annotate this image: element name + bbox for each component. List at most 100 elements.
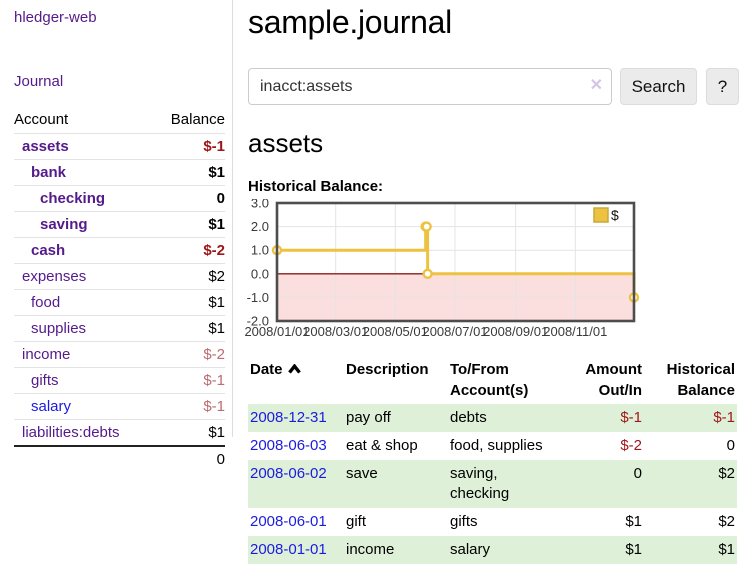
transaction-balance: $-1 — [713, 409, 735, 426]
app-title-link[interactable]: hledger-web — [14, 9, 97, 26]
account-name-cell: income — [14, 341, 154, 368]
account-link[interactable]: assets — [22, 138, 69, 155]
transaction-balance: $1 — [718, 541, 735, 558]
search-box: ✕ — [248, 68, 612, 105]
transaction-date-link[interactable]: 2008-01-01 — [250, 541, 327, 558]
account-link[interactable]: bank — [31, 164, 67, 181]
account-link[interactable]: cash — [31, 242, 66, 259]
chart-x-tick-label: 2008/07/01 — [422, 324, 487, 339]
account-link[interactable]: salary — [31, 398, 72, 415]
transaction-date-cell: 2008-06-02 — [248, 460, 344, 508]
account-name-cell: supplies — [14, 315, 154, 342]
accounts-table-header-row: Account Balance — [14, 108, 225, 134]
accounts-header-account: Account — [14, 111, 69, 128]
account-name-cell: salary — [14, 393, 154, 420]
transaction-amount: $-1 — [620, 409, 642, 426]
transaction-description: gift — [346, 513, 367, 530]
chart-data-point — [421, 221, 432, 232]
account-link[interactable]: supplies — [31, 320, 87, 337]
chart-y-tick-label: 1.0 — [251, 243, 269, 258]
help-button[interactable]: ? — [706, 68, 739, 105]
transaction-balance: $2 — [718, 465, 735, 482]
account-row: assets $-1 — [14, 133, 225, 160]
transaction-description: pay off — [346, 409, 391, 426]
account-name-cell: gifts — [14, 367, 154, 394]
account-name-cell: expenses — [14, 263, 154, 290]
sort-ascending-icon — [287, 359, 301, 380]
transaction-row: 2008-01-01 income salary $1 $1 — [248, 536, 737, 564]
account-name-cell: food — [14, 289, 154, 316]
account-balance: $2 — [153, 263, 225, 290]
account-name-cell: bank — [14, 159, 154, 186]
account-name-cell: checking — [14, 185, 154, 212]
chart-x-tick-label: 2008/03/01 — [303, 324, 368, 339]
account-row: cash $-2 — [14, 237, 225, 264]
transaction-accounts: gifts — [450, 513, 478, 530]
main-content: sample.journal ✕ Search ? assets Histori… — [244, 0, 742, 564]
chart-x-tick-label: 2008/05/01 — [363, 324, 428, 339]
chart-y-tick-label: 3.0 — [251, 199, 269, 211]
accounts-header-balance: Balance — [170, 111, 225, 128]
account-name-cell: liabilities:debts — [14, 419, 154, 446]
transaction-date-link[interactable]: 2008-12-31 — [250, 409, 327, 426]
account-balance: $-2 — [153, 237, 225, 264]
account-row: supplies $1 — [14, 315, 225, 342]
transaction-row: 2008-06-02 save saving, checking 0 $2 — [248, 460, 737, 508]
account-name-cell: saving — [14, 211, 154, 238]
account-link[interactable]: gifts — [31, 372, 59, 389]
account-heading: assets — [248, 128, 324, 158]
chart-legend-swatch — [593, 207, 609, 223]
sidebar-item-journal[interactable]: Journal — [14, 73, 64, 90]
transaction-amount: $1 — [625, 541, 642, 558]
chart-title: Historical Balance: — [248, 178, 384, 195]
account-balance: $-1 — [153, 133, 225, 160]
register-header-date[interactable]: Date — [248, 356, 344, 404]
chart-border — [275, 201, 636, 323]
accounts-total-row: 0 — [14, 445, 225, 472]
register-header-accounts: To/From Account(s) — [450, 361, 529, 399]
account-balance: $-1 — [153, 393, 225, 420]
register-table-body: 2008-12-31 pay off debts $-1 $-1 2008-06-03 ea… — [248, 404, 737, 564]
search-form: ✕ Search ? — [248, 68, 742, 105]
account-balance: $1 — [153, 289, 225, 316]
transaction-row: 2008-06-01 gift gifts $1 $2 — [248, 508, 737, 536]
transaction-date-cell: 2008-06-03 — [248, 432, 344, 460]
account-row: food $1 — [14, 289, 225, 316]
account-balance: $-1 — [153, 367, 225, 394]
chart-y-tick-label: -1.0 — [247, 290, 269, 305]
account-name-cell: cash — [14, 237, 154, 264]
clear-search-icon[interactable]: ✕ — [589, 77, 603, 94]
account-row: saving $1 — [14, 211, 225, 238]
account-link[interactable]: saving — [40, 216, 88, 233]
sidebar: hledger-web Journal Account Balance asse… — [0, 0, 233, 472]
register-header-description: Description — [346, 361, 429, 378]
chart-y-tick-label: 2.0 — [251, 219, 269, 234]
transaction-date-link[interactable]: 2008-06-03 — [250, 437, 327, 454]
accounts-table-body: assets $-1 bank $1 checking 0 saving $1 cash $-2 e… — [14, 133, 225, 446]
search-input[interactable] — [248, 68, 612, 105]
account-link[interactable]: checking — [40, 190, 106, 207]
account-link[interactable]: income — [22, 346, 71, 363]
transaction-accounts: salary — [450, 541, 491, 558]
transaction-amount: $-2 — [620, 437, 642, 454]
account-balance: $1 — [153, 211, 225, 238]
chart-canvas: 3.0 2.0 1.0 0.0 -1.0 -2.02008/01/012008/03/01… — [244, 199, 640, 339]
chart-x-tick-label: 2008/11/01 — [543, 324, 607, 339]
account-balance: $1 — [153, 315, 225, 342]
transaction-date-link[interactable]: 2008-06-01 — [250, 513, 327, 530]
transaction-date-link[interactable]: 2008-06-02 — [250, 465, 327, 482]
transaction-row: 2008-06-03 eat & shop food, supplies $-2 0 — [248, 432, 737, 460]
chart-data-point — [422, 268, 433, 280]
account-link[interactable]: food — [31, 294, 61, 311]
account-link[interactable]: expenses — [22, 268, 87, 285]
account-name-cell: assets — [14, 133, 154, 160]
register-header-row: Date Description To/From Account(s) Amou… — [248, 356, 737, 404]
transaction-date-cell: 2008-12-31 — [248, 404, 344, 432]
search-button[interactable]: Search — [620, 68, 697, 105]
account-balance: $1 — [153, 159, 225, 186]
transaction-date-cell: 2008-01-01 — [248, 536, 344, 564]
chart-x-tick-label: 2008/01/01 — [244, 324, 309, 339]
account-link[interactable]: liabilities:debts — [22, 424, 120, 441]
chart-y-tick-label: -2.0 — [247, 314, 269, 329]
historical-balance-chart[interactable]: 3.0 2.0 1.0 0.0 -1.0 -2.0 2008/01/01 2008/03/01… — [243, 199, 742, 341]
